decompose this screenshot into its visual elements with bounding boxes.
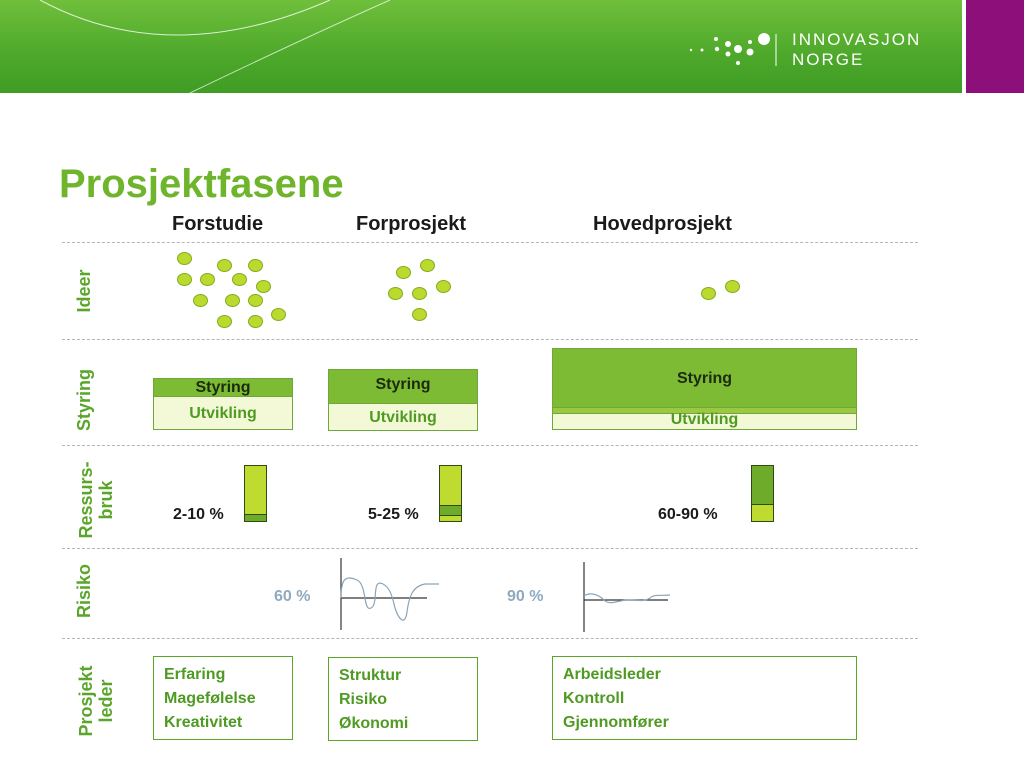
row-label-risiko: Risiko xyxy=(74,564,94,618)
ressursbruk-gauge xyxy=(439,465,462,522)
header-swoosh xyxy=(39,0,391,93)
row-label-prosjektleder: Prosjekt leder xyxy=(76,665,116,736)
prosjektleder-box-hovedprosjekt: Arbeidsleder Kontroll Gjennomfører xyxy=(552,656,857,740)
styring-segment: Styring xyxy=(553,349,856,407)
utvikling-segment: Utvikling xyxy=(369,409,437,426)
idea-dot xyxy=(396,266,411,279)
row-divider xyxy=(62,445,918,446)
logo-line-1: INNOVASJON xyxy=(792,30,922,49)
prosjektleder-trait: Kreativitet xyxy=(164,714,243,731)
phase-header-hovedprosjekt: Hovedprosjekt xyxy=(593,213,732,235)
idea-dot xyxy=(271,308,286,321)
styring-segment: Styring xyxy=(329,370,477,404)
prosjektleder-box-forstudie: Erfaring Magefølelse Kreativitet xyxy=(153,656,293,740)
phase-header-forprosjekt: Forprosjekt xyxy=(356,213,467,235)
row-divider xyxy=(62,242,918,243)
header-band xyxy=(0,0,962,93)
phase-header-forstudie: Forstudie xyxy=(172,213,264,235)
prosjektleder-trait: Erfaring xyxy=(164,666,226,683)
prosjektleder-trait: Risiko xyxy=(339,691,388,708)
utvikling-segment: Utvikling xyxy=(670,411,739,428)
utvikling-segment: Utvikling xyxy=(189,405,257,422)
logo-line-2: NORGE xyxy=(792,50,865,69)
idea-dot xyxy=(200,273,215,286)
ressursbruk-value: 60-90 % xyxy=(658,506,718,523)
idea-dot xyxy=(388,287,403,300)
row-label-prosjektleder-line2: leder xyxy=(96,679,116,723)
row-label-ressursbruk-line1: Ressurs- xyxy=(76,461,96,539)
row-label-styring-text: Styring xyxy=(74,368,94,432)
idea-dot xyxy=(248,294,263,307)
idea-dot xyxy=(412,308,427,321)
ressursbruk-value: 2-10 % xyxy=(173,506,224,523)
idea-dot xyxy=(420,259,435,272)
styring-segment: Styring xyxy=(154,379,292,397)
idea-dot xyxy=(193,294,208,307)
styring-box-forprosjekt: Styring Utvikling xyxy=(328,369,478,431)
row-label-ressursbruk: Ressurs- bruk xyxy=(76,461,116,538)
row-label-ideer: Ideer xyxy=(74,269,94,312)
ressursbruk-gauge-base xyxy=(440,515,461,521)
row-label-risiko-text: Risiko xyxy=(74,563,94,619)
risiko-curve-hovedprosjekt xyxy=(583,562,671,632)
idea-dot xyxy=(217,315,232,328)
idea-dot xyxy=(256,280,271,293)
idea-dot xyxy=(725,280,740,293)
ressursbruk-gauge xyxy=(751,465,774,522)
logo-wordmark: INNOVASJON NORGE xyxy=(792,30,921,70)
styring-box-hovedprosjekt: Styring Utvikling xyxy=(552,348,857,430)
idea-dot xyxy=(248,315,263,328)
prosjektleder-trait: Struktur xyxy=(339,667,402,684)
styring-transition-strip xyxy=(553,407,856,414)
ressursbruk-gauge-base xyxy=(752,504,773,521)
purple-accent-bar xyxy=(966,0,1024,93)
idea-dot xyxy=(225,294,240,307)
logo-dots-icon xyxy=(689,33,777,66)
prosjektleder-trait: Gjennomfører xyxy=(563,714,669,731)
idea-dot xyxy=(232,273,247,286)
prosjektleder-trait: Magefølelse xyxy=(164,690,256,707)
ressursbruk-gauge-fill xyxy=(245,514,266,521)
idea-dot xyxy=(217,259,232,272)
idea-dot xyxy=(436,280,451,293)
idea-dot xyxy=(177,273,192,286)
ressursbruk-gauge xyxy=(244,465,267,522)
idea-dot xyxy=(177,252,192,265)
idea-dot xyxy=(248,259,263,272)
row-divider xyxy=(62,638,918,639)
styring-box-forstudie: Styring Utvikling xyxy=(153,378,293,430)
row-label-ressursbruk-line2: bruk xyxy=(96,480,116,520)
row-divider xyxy=(62,548,918,549)
prosjektleder-trait: Kontroll xyxy=(563,690,625,707)
prosjektleder-trait: Arbeidsleder xyxy=(563,666,661,683)
page-title: Prosjektfasene xyxy=(59,162,344,206)
row-label-prosjektleder-line1: Prosjekt xyxy=(76,665,96,737)
row-label-styring: Styring xyxy=(74,369,94,431)
risiko-value: 90 % xyxy=(507,588,544,605)
prosjektleder-trait: Økonomi xyxy=(339,715,409,732)
row-divider xyxy=(62,339,918,340)
ressursbruk-value: 5-25 % xyxy=(368,506,419,523)
idea-dot xyxy=(412,287,427,300)
row-label-ideer-text: Ideer xyxy=(74,269,94,313)
idea-dot xyxy=(701,287,716,300)
prosjektleder-box-forprosjekt: Struktur Risiko Økonomi xyxy=(328,657,478,741)
risiko-curve-forprosjekt xyxy=(340,558,439,630)
risiko-value: 60 % xyxy=(274,588,311,605)
